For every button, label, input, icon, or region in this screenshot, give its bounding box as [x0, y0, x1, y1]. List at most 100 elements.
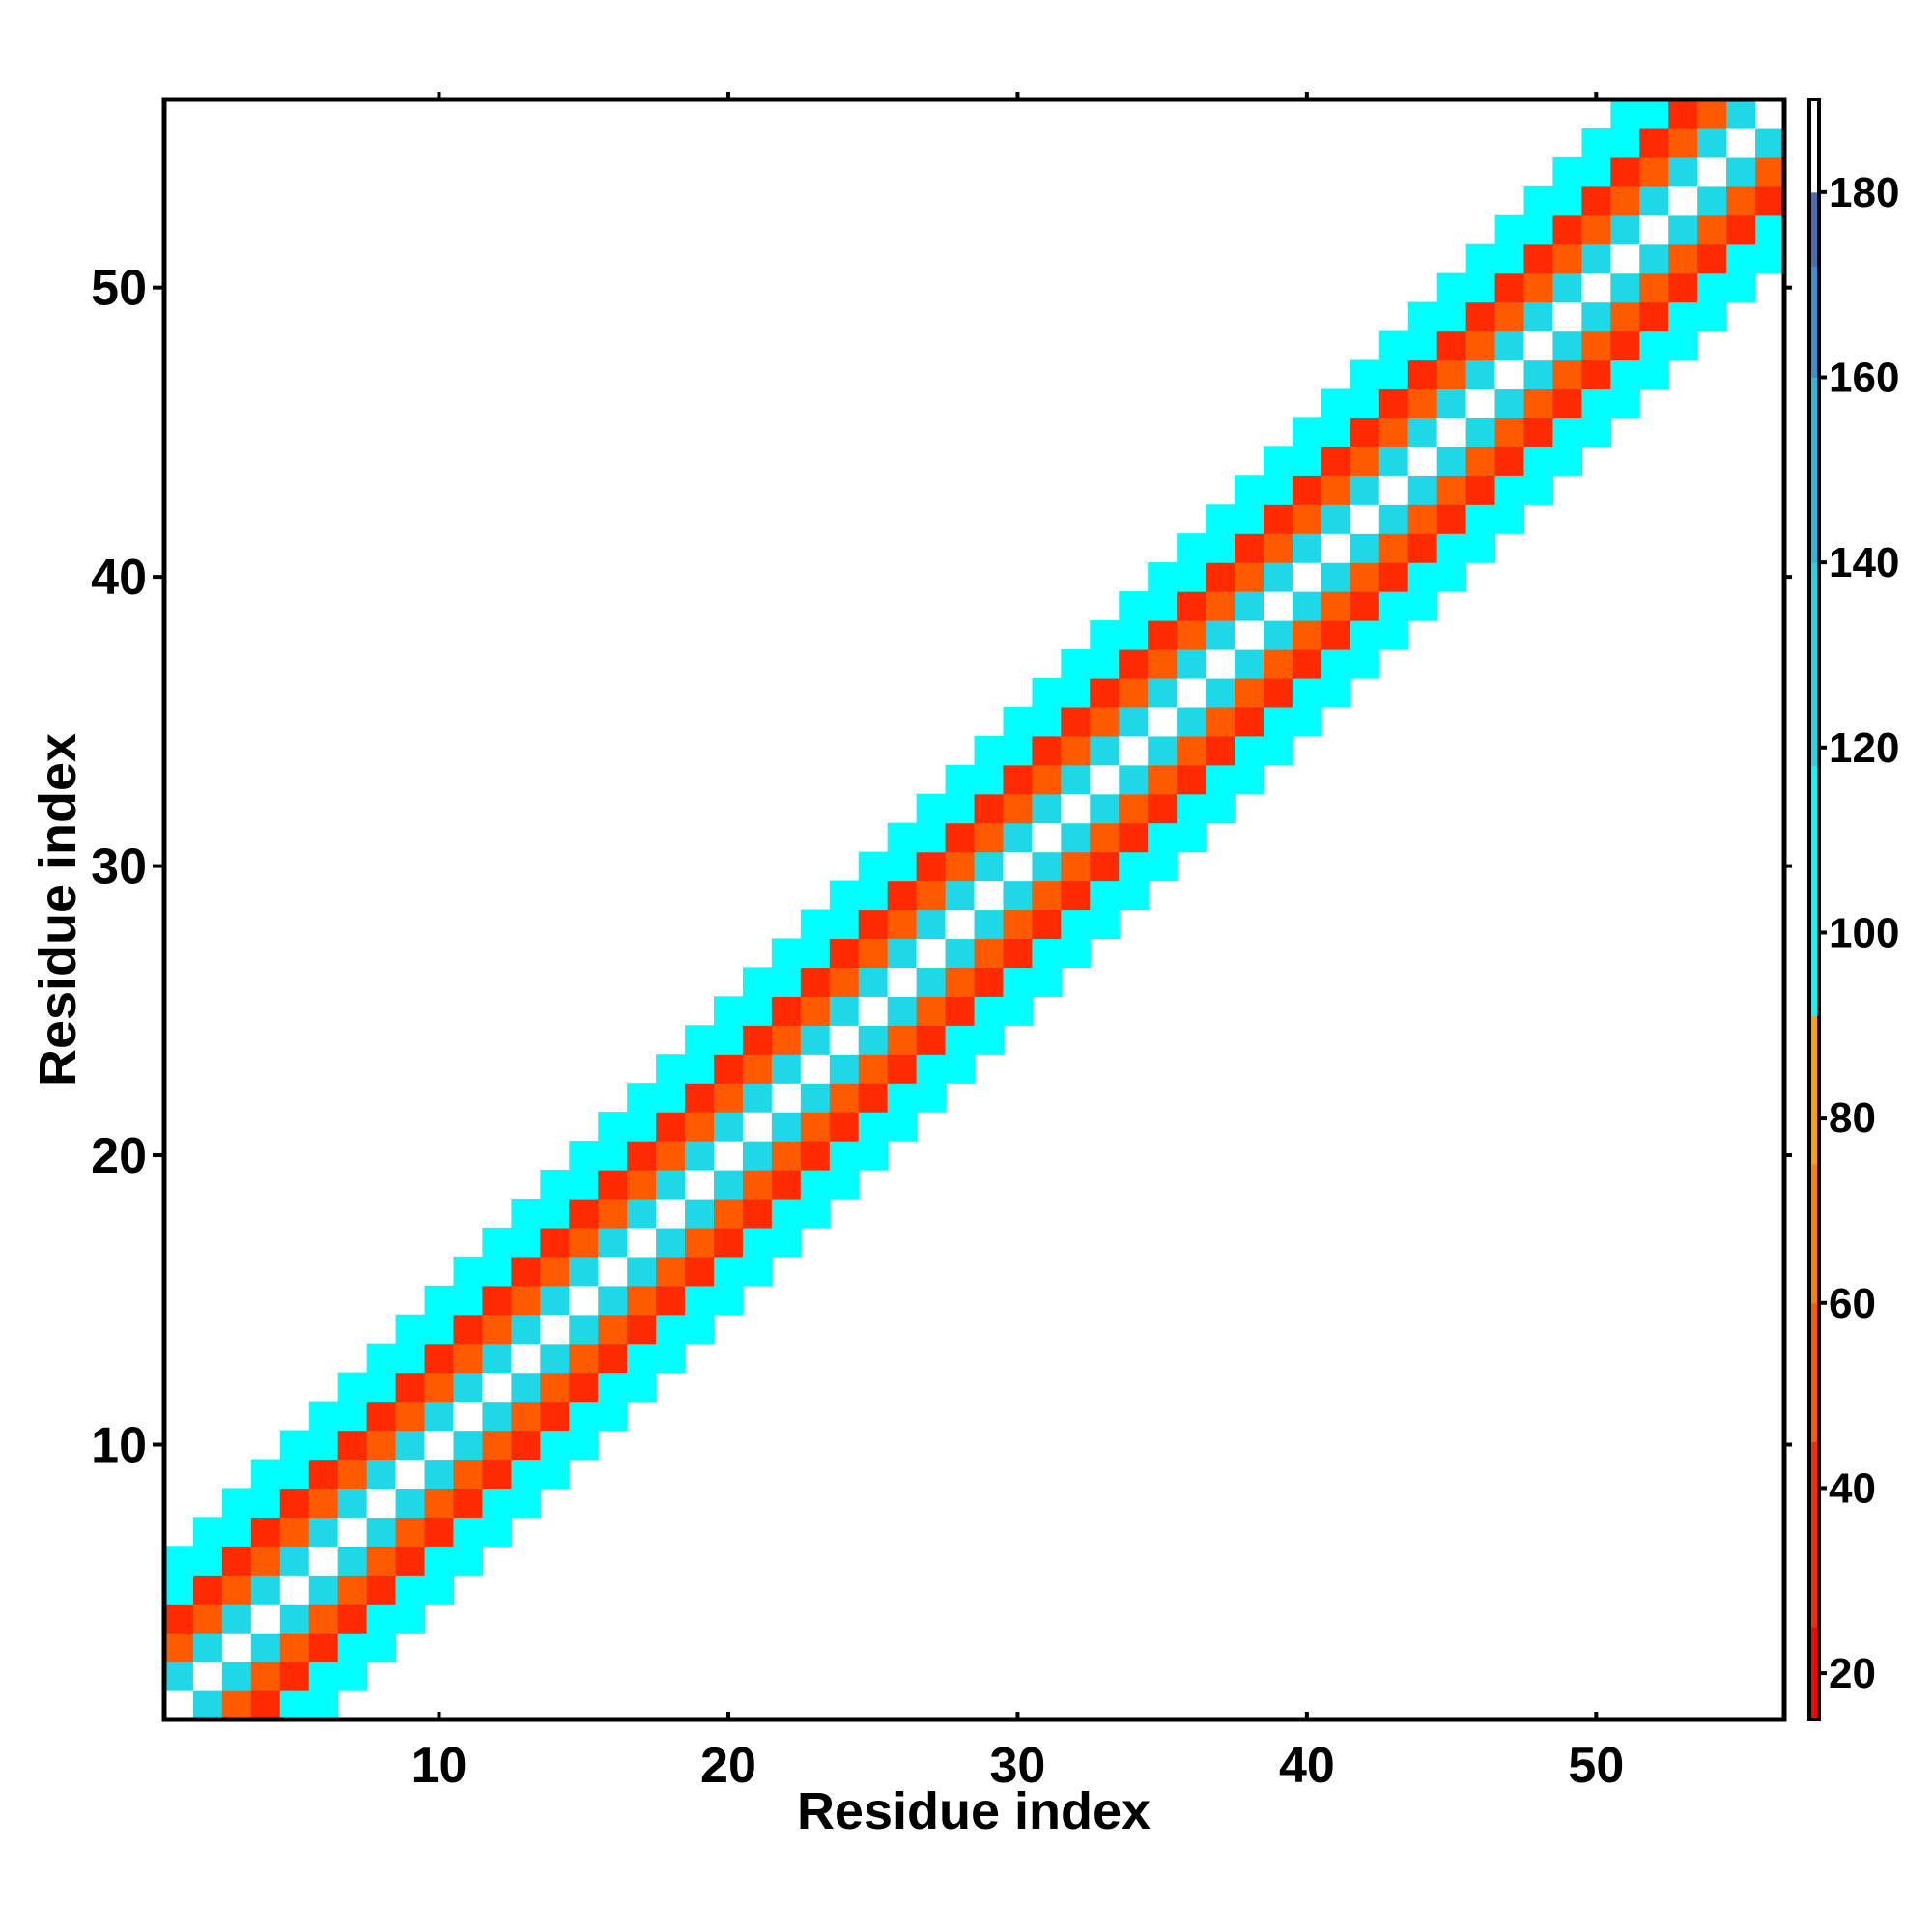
heatmap-cell [250, 1575, 281, 1605]
heatmap-cell [1581, 214, 1611, 245]
heatmap-cell [1639, 99, 1669, 129]
heatmap-cell [1378, 504, 1409, 534]
heatmap-cell [742, 1054, 773, 1084]
heatmap-cell [858, 1141, 889, 1171]
heatmap-cell [627, 1372, 657, 1403]
heatmap-cell [250, 1690, 281, 1720]
heatmap-cell [685, 1112, 715, 1142]
heatmap-cell [974, 909, 1005, 940]
heatmap-cell [713, 996, 744, 1026]
heatmap-cell [685, 1227, 715, 1258]
heatmap-cell [1206, 591, 1236, 621]
heatmap-cell [1235, 706, 1264, 737]
heatmap-cell [1523, 446, 1554, 476]
heatmap-cell [337, 1662, 368, 1691]
x-tick-label: 10 [412, 1738, 468, 1794]
heatmap-cell [1668, 301, 1698, 332]
heatmap-cell [540, 1256, 570, 1287]
heatmap-cell [308, 1633, 339, 1662]
heatmap-cell [1378, 359, 1409, 390]
heatmap-cell [1206, 620, 1236, 650]
heatmap-cell [1552, 388, 1582, 419]
heatmap-cell [1061, 677, 1091, 708]
heatmap-cell [1292, 446, 1322, 476]
heatmap-cell [482, 1517, 512, 1547]
colorbar-tick-label: 180 [1829, 169, 1899, 216]
heatmap-cell [540, 1285, 570, 1316]
heatmap-cell [1378, 533, 1409, 563]
heatmap-cell [511, 1430, 541, 1461]
heatmap-cell [424, 1488, 455, 1518]
heatmap-cell [1436, 330, 1467, 361]
heatmap-cell [627, 1112, 657, 1142]
heatmap-cell [1407, 388, 1438, 419]
heatmap-cell [1726, 99, 1756, 129]
heatmap-cell [1263, 475, 1293, 505]
heatmap-cell [742, 1170, 773, 1200]
heatmap-cell [858, 1025, 889, 1055]
heatmap-cell [1668, 272, 1698, 303]
heatmap-cell [1119, 677, 1149, 708]
heatmap-cell [771, 1054, 802, 1084]
heatmap-cell [366, 1401, 397, 1432]
heatmap-cell [713, 1141, 744, 1171]
heatmap-cell [453, 1430, 484, 1461]
heatmap-cell [366, 1546, 397, 1576]
heatmap-cell [1235, 562, 1264, 592]
heatmap-cell [1119, 880, 1149, 911]
heatmap-cell [453, 1401, 484, 1432]
heatmap-cell [685, 1285, 715, 1316]
heatmap-cell [308, 1401, 339, 1432]
heatmap-cell [1003, 996, 1033, 1026]
heatmap-cell [192, 1517, 223, 1547]
heatmap-cell [337, 1546, 368, 1576]
heatmap-cell [511, 1285, 541, 1316]
heatmap-cell [627, 1314, 657, 1345]
heatmap-cell [598, 1285, 628, 1316]
heatmap-cell [569, 1198, 599, 1229]
heatmap-cell [1552, 359, 1582, 390]
heatmap-cell [1726, 156, 1756, 187]
heatmap-cell [540, 1372, 570, 1403]
heatmap-cell [1350, 504, 1380, 534]
heatmap-cell [1465, 446, 1496, 476]
heatmap-cell [1032, 938, 1062, 968]
heatmap-cell [1581, 156, 1611, 187]
heatmap-cell [1032, 735, 1062, 766]
heatmap-cell [1494, 359, 1525, 390]
heatmap-cell [1378, 591, 1409, 621]
x-tick-label: 40 [1279, 1738, 1335, 1794]
heatmap-cell [742, 1083, 773, 1113]
heatmap-cell [627, 1170, 657, 1200]
heatmap-cell [1206, 764, 1236, 795]
heatmap-cell [1003, 793, 1033, 824]
heatmap-cell [598, 1112, 628, 1142]
heatmap-cell [1177, 822, 1207, 853]
heatmap-cell [1177, 533, 1207, 563]
heatmap-cell [1407, 533, 1438, 563]
heatmap-cell [974, 996, 1005, 1026]
heatmap-cell [1726, 128, 1756, 158]
heatmap-cell [1350, 475, 1380, 505]
heatmap-cell [337, 1488, 368, 1518]
heatmap-cell [1523, 185, 1554, 216]
heatmap-cell [1003, 706, 1033, 737]
heatmap-cell [627, 1141, 657, 1171]
heatmap-cell [395, 1459, 426, 1490]
heatmap-cell [945, 938, 976, 968]
heatmap-cell [858, 1083, 889, 1113]
heatmap-cell [569, 1314, 599, 1345]
heatmap-cell [1061, 880, 1091, 911]
heatmap-cell [569, 1170, 599, 1200]
heatmap-cell [192, 1690, 223, 1720]
heatmap-cell [1090, 706, 1120, 737]
heatmap-cell [1465, 533, 1496, 563]
heatmap-cell [1061, 735, 1091, 766]
heatmap-cell [1350, 562, 1380, 592]
heatmap-cell [1090, 677, 1120, 708]
heatmap-cell [1350, 620, 1380, 650]
heatmap-cell [656, 1112, 686, 1142]
heatmap-cell [598, 1227, 628, 1258]
heatmap-cell [540, 1459, 570, 1490]
heatmap-cell [858, 851, 889, 882]
